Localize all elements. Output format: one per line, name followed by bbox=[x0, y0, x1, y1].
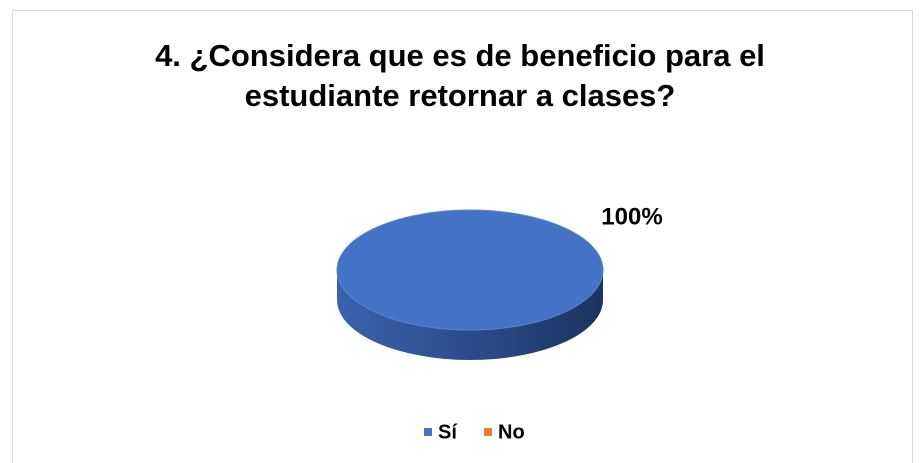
slice-side bbox=[337, 270, 603, 360]
legend-swatch bbox=[484, 428, 492, 436]
data-label: 100% bbox=[601, 203, 662, 230]
legend-label: Sí bbox=[438, 421, 458, 443]
chart-title: 4. ¿Considera que es de beneficio para e… bbox=[155, 38, 765, 113]
legend-label: No bbox=[498, 421, 525, 443]
slice bbox=[336, 209, 604, 331]
legend-swatch bbox=[424, 428, 432, 436]
chart-border bbox=[12, 10, 913, 463]
